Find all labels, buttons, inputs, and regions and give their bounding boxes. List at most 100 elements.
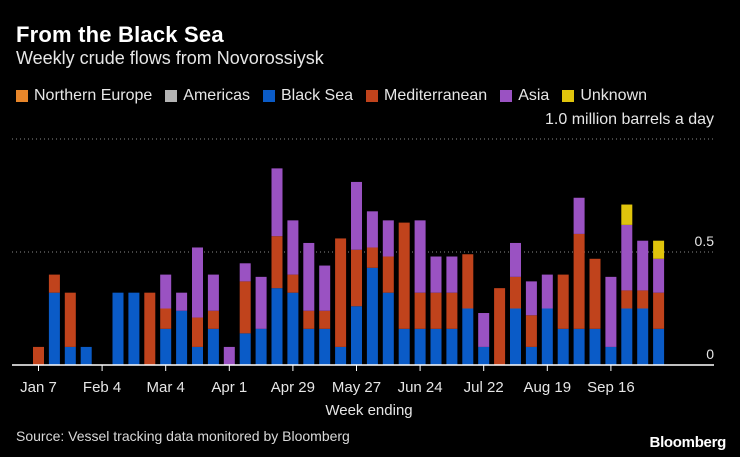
bar-segment: [621, 224, 633, 291]
bar-segment: [605, 346, 617, 365]
bar-segment: [255, 328, 267, 365]
bar-segment: [382, 256, 394, 293]
legend-label: Unknown: [580, 87, 648, 104]
legend-item-mediterranean: Mediterranean: [366, 87, 487, 105]
bar-segment: [382, 292, 394, 365]
bar-segment: [573, 328, 585, 365]
bar-segment: [605, 276, 617, 347]
bar-segment: [271, 236, 283, 289]
bar-segment: [287, 274, 299, 293]
bar-segment: [48, 274, 60, 293]
bar-segment: [64, 346, 76, 365]
bar-segment: [303, 328, 315, 365]
bar-segment: [319, 328, 331, 365]
legend-swatch: [366, 90, 379, 102]
bar-segment: [621, 308, 633, 365]
bar-segment: [366, 211, 378, 248]
x-tick-label: Jun 24: [398, 379, 443, 396]
chart-subtitle: Weekly crude flows from Novorossiysk: [16, 48, 324, 68]
bar-segment: [414, 220, 426, 293]
bar-segment: [557, 328, 569, 365]
bar-segment: [637, 308, 649, 365]
bar-segment: [653, 240, 665, 259]
bar-segment: [64, 292, 76, 347]
x-tick-label: Aug 19: [524, 379, 572, 396]
bar-segment: [351, 181, 362, 250]
legend-item-unknown: Unknown: [562, 87, 647, 105]
bar-segment: [207, 310, 219, 329]
y-tick-label: 0.5: [695, 233, 715, 249]
bar-segment: [414, 328, 426, 365]
x-tick-label: Apr 29: [271, 379, 315, 396]
bar-segment: [160, 308, 172, 329]
legend-swatch: [165, 90, 178, 102]
x-tick-label: Mar 4: [147, 379, 185, 396]
bar-segment: [319, 310, 331, 329]
bar-segment: [446, 328, 458, 365]
bar-segment: [653, 258, 665, 293]
legend-item-black-sea: Black Sea: [262, 87, 354, 105]
bar-segment: [239, 333, 251, 365]
bar-segment: [239, 263, 251, 282]
bar-segment: [176, 292, 188, 311]
bar-segment: [573, 197, 585, 234]
bar-segment: [541, 274, 553, 309]
x-tick-label: Sep 16: [587, 379, 635, 396]
bar-segment: [478, 346, 490, 365]
bar-segment: [335, 346, 347, 365]
bar-segment: [462, 254, 474, 309]
bar-segment: [192, 346, 203, 365]
legend-label: Asia: [518, 87, 550, 104]
y-tick-label: 0: [706, 346, 714, 362]
bar-segment: [557, 274, 569, 329]
x-tick-label: May 27: [332, 379, 381, 396]
bar-segment: [128, 292, 140, 365]
bar-segment: [621, 290, 633, 309]
bar-segment: [510, 242, 521, 277]
legend-label: Mediterranean: [384, 87, 488, 104]
bar-segment: [287, 220, 299, 275]
x-tick-label: Apr 1: [211, 379, 247, 396]
bar-segment: [510, 308, 521, 365]
bar-segment: [192, 317, 203, 347]
bar-segment: [271, 168, 283, 237]
legend-label: Americas: [183, 87, 250, 104]
unit-note: 1.0 million barrels a day: [545, 111, 714, 128]
bar-segment: [414, 292, 426, 329]
x-tick-label: Feb 4: [83, 379, 121, 396]
bar-segment: [223, 346, 235, 365]
bar-segment: [176, 310, 188, 365]
legend-swatch: [500, 90, 513, 102]
legend-item-americas: Americas: [165, 87, 250, 105]
bar-segment: [525, 315, 537, 347]
bloomberg-logo: Bloomberg: [649, 434, 727, 451]
bar-segment: [207, 274, 219, 311]
bar-segment: [207, 328, 219, 365]
bar-segment: [430, 292, 442, 329]
bar-segment: [637, 240, 649, 291]
bar-segment: [494, 288, 506, 365]
bar-segment: [398, 222, 410, 329]
bar-segment: [637, 290, 649, 309]
bar-segment: [255, 276, 267, 329]
bar-segment: [478, 313, 490, 347]
bar-segment: [653, 292, 665, 329]
bar-segment: [351, 306, 362, 365]
bar-segment: [239, 281, 251, 334]
legend-item-asia: Asia: [500, 87, 549, 105]
bar-segment: [525, 281, 537, 316]
bar-segment: [589, 258, 601, 329]
bar-segment: [319, 265, 331, 311]
x-tick-label: Jul 22: [464, 379, 504, 396]
bar-segment: [303, 242, 315, 311]
legend-label: Black Sea: [280, 87, 354, 104]
bar-segment: [398, 328, 410, 365]
bar-segment: [430, 328, 442, 365]
bar-segment: [589, 328, 601, 365]
bar-segment: [462, 308, 474, 365]
bar-segment: [430, 256, 442, 293]
bar-segment: [112, 292, 124, 365]
legend-swatch: [262, 90, 275, 102]
bar-segment: [271, 288, 283, 365]
bar-segment: [653, 328, 665, 365]
